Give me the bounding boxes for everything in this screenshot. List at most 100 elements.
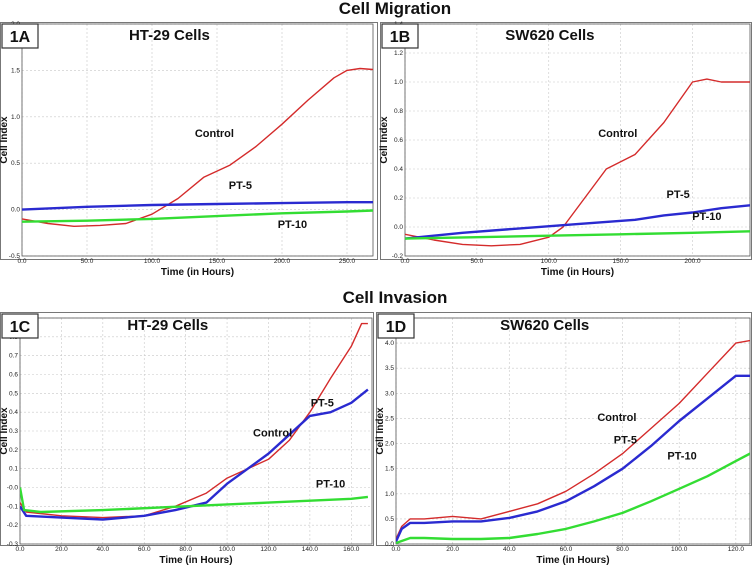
series-line-pt-10 bbox=[396, 452, 750, 544]
x-tick-label: 200.0 bbox=[274, 258, 291, 265]
x-tick-label: 0.0 bbox=[17, 258, 26, 265]
series-annotation-pt-5: PT-5 bbox=[311, 398, 334, 410]
series-annotation-pt-5: PT-5 bbox=[614, 435, 637, 447]
y-tick-label: 0.2 bbox=[9, 447, 18, 454]
y-tick-label: 1.0 bbox=[394, 79, 403, 86]
y-tick-label: 0.1 bbox=[9, 466, 18, 473]
y-tick-label: -0.0 bbox=[7, 485, 19, 492]
y-tick-label: 0.7 bbox=[9, 353, 18, 360]
panel-label-box bbox=[377, 313, 415, 339]
x-tick-label: 80.0 bbox=[179, 546, 192, 553]
y-tick-label: -0.3 bbox=[7, 541, 19, 548]
x-tick-label: 20.0 bbox=[55, 546, 68, 553]
series-line-control bbox=[405, 78, 750, 247]
y-tick-label: -0.2 bbox=[7, 522, 19, 529]
y-tick-label: -0.2 bbox=[392, 253, 404, 260]
series-line-pt-10 bbox=[20, 487, 369, 514]
panel-label: 1D bbox=[386, 319, 406, 336]
x-tick-label: 100.0 bbox=[219, 546, 236, 553]
panels-group: 0.0 50.0 100.0 150.0 200.0 250.0-0.50.00.51.0… bbox=[0, 21, 752, 566]
panel-title: SW620 Cells bbox=[500, 317, 589, 334]
plot-area-border bbox=[395, 317, 751, 545]
y-tick-label: 4.0 bbox=[385, 340, 394, 347]
panel-title: SW620 Cells bbox=[505, 27, 594, 44]
x-tick-label: 160.0 bbox=[343, 546, 360, 553]
x-tick-label: 0.0 bbox=[391, 546, 400, 553]
y-tick-label: 0.4 bbox=[9, 409, 18, 416]
series-line-pt-5 bbox=[20, 388, 369, 521]
series-annotation-pt-10: PT-10 bbox=[316, 479, 345, 491]
y-tick-label: 2.0 bbox=[385, 441, 394, 448]
x-tick-label: 140.0 bbox=[302, 546, 319, 553]
y-tick-label: 0.5 bbox=[9, 390, 18, 397]
panel-label: 1C bbox=[10, 319, 31, 336]
x-tick-label: 20.0 bbox=[446, 546, 459, 553]
y-tick-label: 0.0 bbox=[394, 224, 403, 231]
y-tick-label: 3.0 bbox=[385, 390, 394, 397]
panel-label-box bbox=[381, 23, 419, 49]
panel-title: HT-29 Cells bbox=[127, 317, 208, 334]
y-tick-label: 1.0 bbox=[11, 114, 20, 121]
panel-label: 1A bbox=[10, 29, 31, 46]
y-axis-label: Cell Index bbox=[375, 407, 386, 455]
y-tick-label: 1.5 bbox=[11, 67, 20, 74]
y-tick-label: 0.6 bbox=[394, 137, 403, 144]
plot-area-border bbox=[404, 23, 751, 257]
series-line-pt-10 bbox=[405, 230, 750, 240]
x-tick-label: 150.0 bbox=[612, 258, 629, 265]
panel-title: HT-29 Cells bbox=[129, 27, 210, 44]
panel-frame bbox=[380, 22, 752, 260]
x-tick-label: 100.0 bbox=[144, 258, 161, 265]
x-tick-label: 100.0 bbox=[671, 546, 688, 553]
x-tick-label: 50.0 bbox=[471, 258, 484, 265]
x-tick-label: 120.0 bbox=[260, 546, 277, 553]
series-annotation-pt-10: PT-10 bbox=[692, 211, 721, 223]
y-tick-label: -0.5 bbox=[9, 253, 21, 260]
y-tick-label: 0.3 bbox=[9, 428, 18, 435]
y-tick-label: -0.1 bbox=[7, 503, 19, 510]
y-tick-label: 1.5 bbox=[385, 466, 394, 473]
panel-label-box bbox=[1, 313, 39, 339]
series-line-control bbox=[22, 67, 373, 227]
x-axis-label: Time (in Hours) bbox=[536, 555, 609, 566]
x-axis-label: Time (in Hours) bbox=[159, 555, 232, 566]
series-line-pt-10 bbox=[22, 209, 373, 223]
x-tick-label: 150.0 bbox=[209, 258, 226, 265]
plot-area-border bbox=[19, 317, 373, 545]
x-tick-label: 0.0 bbox=[400, 258, 409, 265]
x-tick-label: 100.0 bbox=[541, 258, 558, 265]
y-axis-label: Cell Index bbox=[0, 407, 10, 455]
x-axis-label: Time (in Hours) bbox=[161, 267, 234, 278]
y-tick-label: 0.6 bbox=[9, 372, 18, 379]
y-tick-label: 2.5 bbox=[385, 415, 394, 422]
invasion-section-title: Cell Invasion bbox=[343, 288, 448, 307]
series-line-control bbox=[20, 322, 368, 519]
chart-panel-1d: 0.0 20.0 40.0 60.0 80.0 100.0 120.0 0.0 0.5 1.0 1.… bbox=[375, 312, 752, 566]
series-annotation-control: Control bbox=[253, 428, 292, 440]
chart-panel-1c: 0.0 20.0 40.0 60.0 80.0 100.0 120.0 140.0 160.0 -… bbox=[0, 312, 374, 566]
series-line-pt-5 bbox=[405, 204, 750, 240]
y-tick-label: 1.2 bbox=[394, 50, 403, 57]
panel-frame bbox=[376, 312, 752, 546]
y-tick-label: 0.8 bbox=[394, 108, 403, 115]
x-axis-label: Time (in Hours) bbox=[541, 267, 614, 278]
x-tick-label: 40.0 bbox=[503, 546, 516, 553]
series-line-control bbox=[396, 339, 750, 540]
y-tick-label: 0.2 bbox=[394, 195, 403, 202]
y-tick-label: 0.4 bbox=[394, 166, 403, 173]
y-axis-label: Cell Index bbox=[0, 116, 10, 164]
migration-section-title: Cell Migration bbox=[339, 0, 451, 18]
panel-label-box bbox=[1, 23, 39, 49]
series-annotation-pt-5: PT-5 bbox=[229, 180, 252, 192]
y-tick-label: 0.0 bbox=[11, 207, 20, 214]
y-tick-label: 0.5 bbox=[11, 160, 20, 167]
series-annotation-control: Control bbox=[597, 412, 636, 424]
series-annotation-pt-5: PT-5 bbox=[667, 189, 690, 201]
y-axis-label: Cell Index bbox=[379, 116, 390, 164]
x-tick-label: 200.0 bbox=[684, 258, 701, 265]
x-tick-label: 60.0 bbox=[138, 546, 151, 553]
series-annotation-pt-10: PT-10 bbox=[667, 451, 696, 463]
x-tick-label: 120.0 bbox=[728, 546, 745, 553]
x-tick-label: 60.0 bbox=[560, 546, 573, 553]
